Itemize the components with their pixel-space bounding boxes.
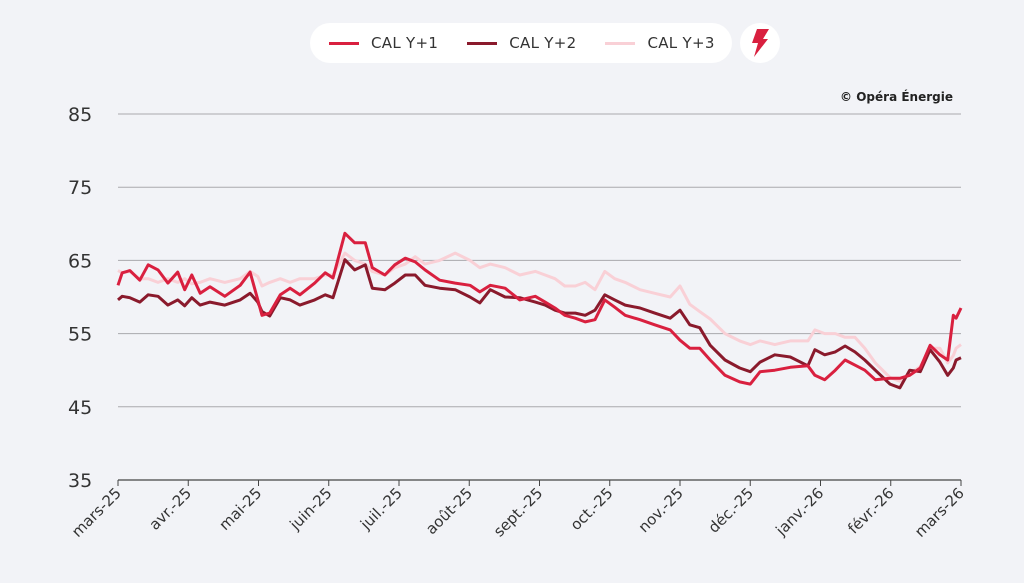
x-tick-label: févr.-26 <box>844 484 897 537</box>
x-tick-label: nov.-25 <box>635 484 687 536</box>
legend-label: CAL Y+1 <box>371 34 439 52</box>
y-tick-label: 35 <box>68 470 92 492</box>
y-tick-label: 85 <box>68 104 92 126</box>
legend-label: CAL Y+3 <box>647 34 715 52</box>
x-tick-label: mars-25 <box>68 484 125 541</box>
legend-item-cal-y2[interactable]: CAL Y+2 <box>467 34 576 52</box>
copyright: © Opéra Énergie <box>840 90 953 104</box>
y-tick-label: 55 <box>68 324 92 346</box>
x-tick-label: sept.-25 <box>490 484 546 540</box>
legend-item-cal-y1[interactable]: CAL Y+1 <box>329 34 438 52</box>
x-tick-label: juin-25 <box>285 484 335 534</box>
energy-button[interactable] <box>740 23 780 63</box>
x-tick-label: mai-25 <box>215 484 265 534</box>
x-tick-label: oct.-25 <box>567 484 617 534</box>
series-line-cal-y-2 <box>117 258 962 390</box>
chart-legend: CAL Y+1 CAL Y+2 CAL Y+3 <box>310 23 732 63</box>
legend-swatch <box>605 41 636 45</box>
x-tick-label: déc.-25 <box>705 484 758 537</box>
lightning-icon <box>752 29 769 57</box>
x-tick-label: juil.-25 <box>356 484 406 534</box>
x-tick-label: avr.-25 <box>145 484 195 534</box>
x-tick-label: août-25 <box>422 484 476 538</box>
legend-swatch <box>467 41 498 45</box>
x-tick-label: janv.-26 <box>772 484 828 540</box>
legend-label: CAL Y+2 <box>509 34 577 52</box>
legend-item-cal-y3[interactable]: CAL Y+3 <box>605 34 714 52</box>
series-line-cal-y-1 <box>116 231 963 386</box>
legend-swatch <box>329 41 359 45</box>
y-tick-label: 75 <box>68 177 92 199</box>
x-tick-label: mars-26 <box>911 484 968 541</box>
series-line-cal-y-3 <box>117 251 962 383</box>
y-tick-label: 45 <box>68 397 92 419</box>
y-tick-label: 65 <box>68 250 92 272</box>
